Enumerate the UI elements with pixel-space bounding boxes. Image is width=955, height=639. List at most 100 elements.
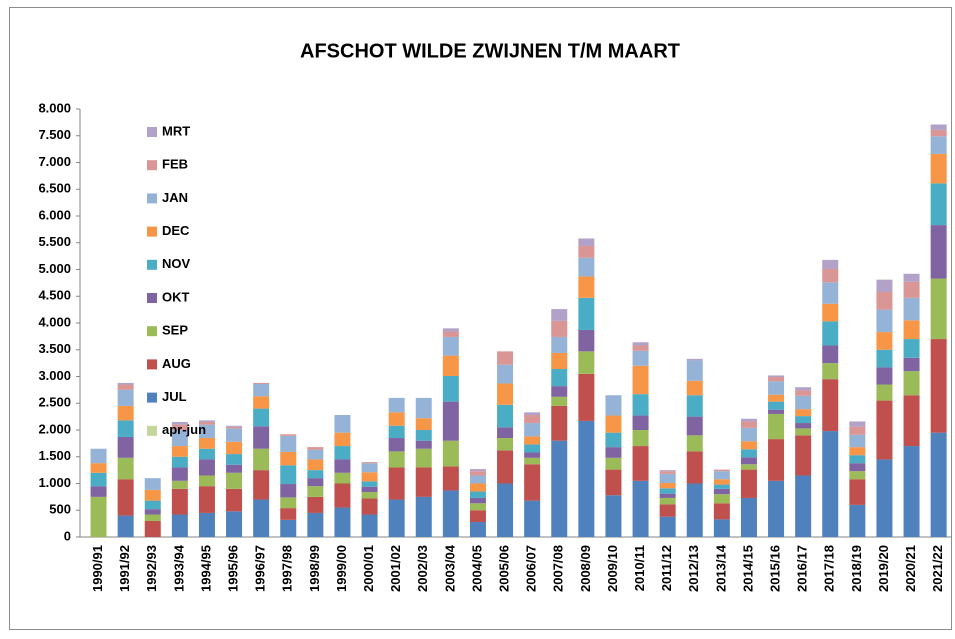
bar-segment: [388, 499, 405, 537]
bar-segment: [551, 405, 568, 441]
x-tick-label: 2013/14: [713, 544, 728, 592]
bar-segment: [497, 438, 514, 451]
legend-swatch: [147, 193, 157, 204]
x-tick-label: 2016/17: [795, 545, 810, 592]
bar-segment: [442, 466, 459, 491]
bar-segment: [117, 389, 134, 406]
bar-segment: [198, 459, 215, 476]
bar-segment: [307, 486, 324, 497]
bar-segment: [903, 320, 920, 340]
bar-segment: [388, 467, 405, 500]
bar-segment: [198, 512, 215, 537]
bar-segment: [280, 484, 297, 498]
x-tick-label: 1991/92: [117, 545, 132, 592]
y-tick-label: 4.500: [38, 288, 71, 303]
bar-segment: [740, 449, 757, 458]
bar-segment: [768, 413, 785, 440]
bar-segment: [768, 375, 785, 378]
bar-segment: [822, 268, 839, 283]
bar-segment: [198, 420, 215, 422]
y-tick-label: 6.500: [38, 181, 71, 196]
bar-segment: [822, 321, 839, 346]
bar-segment: [632, 415, 649, 430]
bar-segment: [280, 465, 297, 485]
bar-segment: [334, 432, 351, 447]
bar-segment: [632, 480, 649, 537]
bar-segment: [307, 496, 324, 513]
bar-segment: [822, 431, 839, 537]
bar-segment: [334, 446, 351, 460]
bar-segment: [388, 425, 405, 439]
bar-segment: [90, 486, 107, 497]
bar-segment: [442, 355, 459, 376]
bar-segment: [632, 394, 649, 416]
x-tick-label: 1996/97: [253, 545, 268, 592]
bar-segment: [226, 454, 243, 465]
bar-segment: [144, 514, 161, 521]
bar-segment: [226, 428, 243, 442]
bar-segment: [659, 488, 676, 494]
bar-segment: [415, 418, 432, 430]
bar-segment: [930, 153, 947, 184]
x-tick-label: 2017/18: [822, 545, 837, 592]
bar-segment: [822, 363, 839, 380]
bar-segment: [226, 425, 243, 427]
bar-segment: [361, 481, 378, 487]
bar-segment: [740, 418, 757, 422]
bar-segment: [497, 483, 514, 537]
y-tick-label: 2.000: [38, 421, 71, 436]
bar-segment: [686, 483, 703, 537]
bar-segment: [524, 423, 541, 437]
bar-segment: [361, 486, 378, 493]
x-tick-label: 2019/20: [876, 545, 891, 592]
bar-segment: [795, 409, 812, 417]
bar-segment: [686, 358, 703, 361]
x-tick-label: 1994/95: [198, 545, 213, 592]
bar-segment: [605, 395, 622, 416]
bar-segment: [253, 499, 270, 537]
bar-segment: [768, 381, 785, 395]
x-tick-label: 2018/19: [849, 545, 864, 592]
x-tick-label: 2015/16: [767, 545, 782, 592]
bar-segment: [226, 441, 243, 455]
bar-segment: [117, 479, 134, 516]
bar-segment: [605, 469, 622, 496]
y-tick-label: 8.000: [38, 100, 71, 115]
bar-segment: [822, 303, 839, 322]
bar-segment: [713, 519, 730, 537]
bar-segment: [226, 472, 243, 489]
bar-segment: [930, 278, 947, 340]
bar-segment: [578, 257, 595, 277]
bar-segment: [524, 464, 541, 501]
x-tick-label: 2020/21: [903, 545, 918, 592]
bar-segment: [442, 375, 459, 402]
bar-segment: [903, 446, 920, 537]
bar-segment: [713, 488, 730, 495]
bar-segment: [171, 456, 188, 468]
bar-segment: [876, 309, 893, 333]
bar-segment: [334, 472, 351, 484]
bar-segment: [876, 459, 893, 537]
bar-segment: [578, 329, 595, 352]
bar-segment: [171, 430, 188, 447]
bar-segment: [117, 436, 134, 458]
bar-segment: [713, 469, 730, 472]
bar-segment: [632, 350, 649, 366]
bar-segment: [903, 357, 920, 372]
y-tick-label: 4.000: [38, 314, 71, 329]
bar-segment: [198, 421, 215, 425]
bar-segment: [226, 464, 243, 473]
bar-segment: [144, 520, 161, 537]
x-tick-label: 1992/93: [144, 545, 159, 592]
bar-segment: [524, 436, 541, 445]
legend-label: apr-jun: [162, 422, 206, 437]
bar-segment: [171, 467, 188, 481]
bar-segment: [795, 428, 812, 436]
bar-segment: [90, 472, 107, 487]
bar-segment: [605, 447, 622, 458]
bar-segment: [198, 475, 215, 487]
bar-segment: [280, 435, 297, 452]
bar-segment: [469, 475, 486, 484]
legend-swatch: [147, 359, 157, 370]
bar-segment: [551, 396, 568, 406]
